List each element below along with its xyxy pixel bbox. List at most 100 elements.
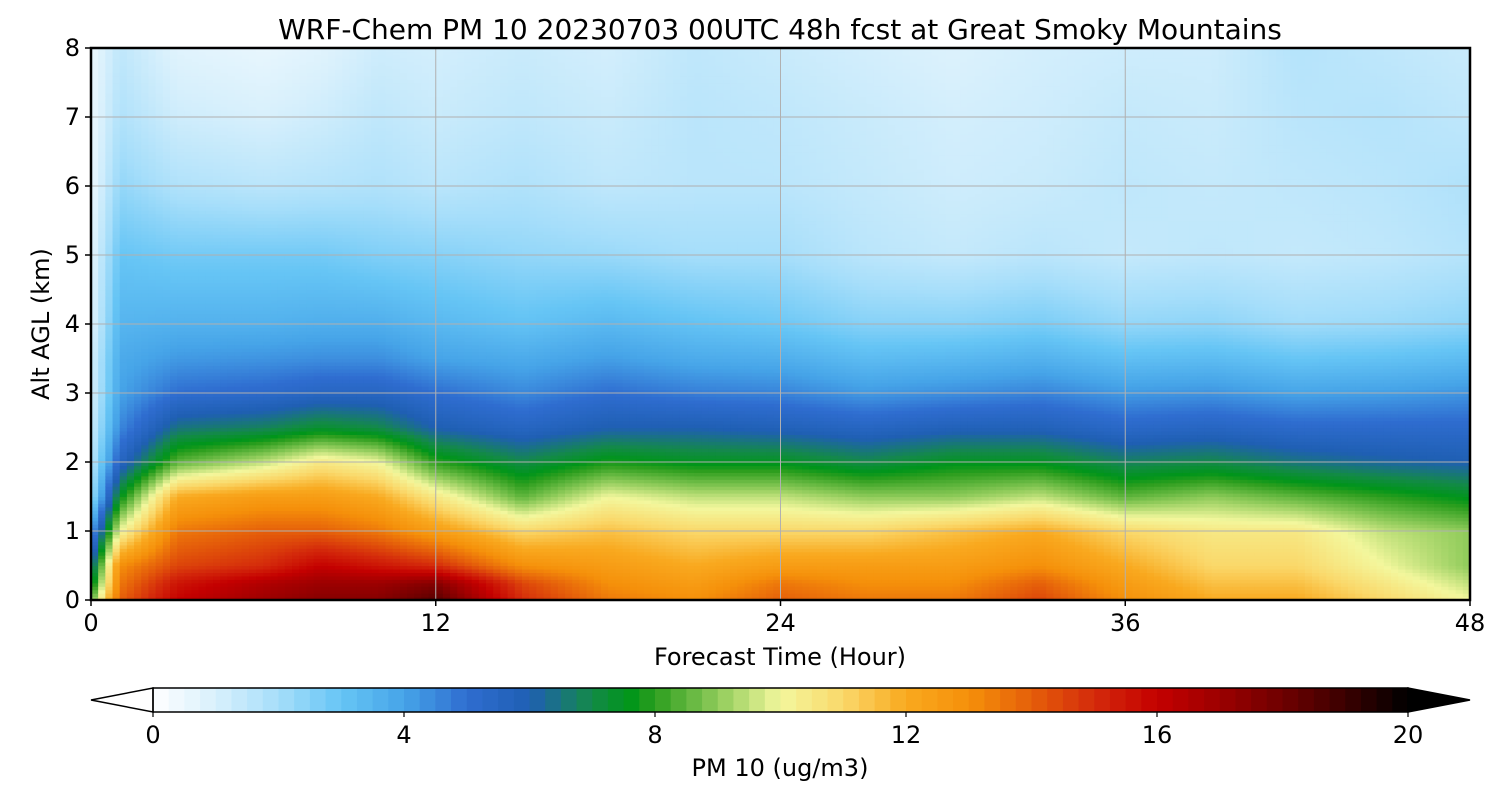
heatmap-cell bbox=[256, 210, 264, 215]
heatmap-cell bbox=[162, 565, 171, 570]
heatmap-cell bbox=[126, 337, 135, 342]
heatmap-cell bbox=[213, 448, 221, 453]
heatmap-cell bbox=[162, 386, 171, 391]
heatmap-cell bbox=[141, 568, 150, 573]
heatmap-cell bbox=[270, 427, 279, 432]
heatmap-cell bbox=[270, 261, 279, 266]
heatmap-cell bbox=[220, 441, 229, 446]
heatmap-cell bbox=[141, 168, 150, 173]
heatmap-cell bbox=[134, 196, 142, 201]
heatmap-cell bbox=[162, 151, 171, 156]
heatmap-cell bbox=[306, 520, 315, 525]
heatmap-cell bbox=[91, 406, 99, 411]
heatmap-cell bbox=[234, 562, 243, 567]
heatmap-cell bbox=[191, 289, 200, 294]
heatmap-cell bbox=[220, 158, 229, 163]
heatmap-cell bbox=[98, 134, 106, 139]
heatmap-cell bbox=[213, 148, 221, 153]
heatmap-cell bbox=[227, 441, 236, 446]
heatmap-cell bbox=[205, 406, 214, 411]
heatmap-cell bbox=[198, 206, 207, 211]
heatmap-cell bbox=[213, 99, 221, 104]
heatmap-cell bbox=[277, 372, 286, 377]
heatmap-cell bbox=[249, 99, 257, 104]
heatmap-cell bbox=[256, 92, 264, 97]
heatmap-cell bbox=[134, 551, 142, 556]
heatmap-cell bbox=[141, 482, 150, 487]
heatmap-cell bbox=[277, 227, 286, 232]
heatmap-cell bbox=[241, 462, 250, 467]
heatmap-cell bbox=[263, 462, 272, 467]
heatmap-cell bbox=[284, 334, 293, 339]
heatmap-cell bbox=[119, 517, 128, 522]
heatmap-cell bbox=[270, 351, 279, 356]
heatmap-cell bbox=[256, 344, 264, 349]
heatmap-cell bbox=[177, 82, 185, 87]
heatmap-cell bbox=[263, 110, 272, 115]
heatmap-cell bbox=[227, 82, 236, 87]
heatmap-cell bbox=[112, 430, 121, 435]
heatmap-cell bbox=[134, 68, 142, 73]
heatmap-cell bbox=[227, 189, 236, 194]
heatmap-cell bbox=[126, 368, 135, 373]
heatmap-cell bbox=[256, 406, 264, 411]
heatmap-cell bbox=[148, 534, 157, 539]
heatmap-cell bbox=[241, 199, 250, 204]
heatmap-cell bbox=[241, 334, 250, 339]
heatmap-cell bbox=[205, 227, 214, 232]
heatmap-cell bbox=[198, 437, 207, 442]
heatmap-cell bbox=[306, 289, 315, 294]
heatmap-cell bbox=[313, 575, 322, 580]
heatmap-cell bbox=[148, 206, 157, 211]
heatmap-cell bbox=[112, 148, 121, 153]
heatmap-cell bbox=[205, 303, 214, 308]
heatmap-cell bbox=[299, 68, 308, 73]
heatmap-cell bbox=[284, 172, 293, 177]
heatmap-cell bbox=[292, 548, 300, 553]
heatmap-cell bbox=[241, 455, 250, 460]
heatmap-cell bbox=[119, 141, 128, 146]
heatmap-cell bbox=[126, 251, 135, 256]
heatmap-cell bbox=[98, 79, 106, 84]
heatmap-cell bbox=[119, 527, 128, 532]
heatmap-cell bbox=[177, 506, 185, 511]
heatmap-cell bbox=[119, 513, 128, 518]
heatmap-cell bbox=[284, 489, 293, 494]
heatmap-cell bbox=[234, 334, 243, 339]
heatmap-cell bbox=[105, 437, 114, 442]
heatmap-cell bbox=[292, 168, 300, 173]
heatmap-cell bbox=[148, 475, 157, 480]
heatmap-cell bbox=[270, 579, 279, 584]
heatmap-cell bbox=[148, 468, 157, 473]
heatmap-cell bbox=[306, 513, 315, 518]
heatmap-cell bbox=[184, 137, 193, 142]
heatmap-cell bbox=[155, 151, 164, 156]
heatmap-cell bbox=[162, 468, 171, 473]
heatmap-cell bbox=[177, 327, 185, 332]
heatmap-cell bbox=[134, 330, 142, 335]
heatmap-cell bbox=[306, 113, 315, 118]
heatmap-cell bbox=[162, 54, 171, 59]
heatmap-cell bbox=[191, 303, 200, 308]
heatmap-cell bbox=[213, 406, 221, 411]
heatmap-cell bbox=[270, 330, 279, 335]
heatmap-cell bbox=[256, 520, 264, 525]
heatmap-cell bbox=[292, 482, 300, 487]
heatmap-cell bbox=[213, 472, 221, 477]
heatmap-cell bbox=[270, 213, 279, 218]
heatmap-cell bbox=[227, 317, 236, 322]
heatmap-cell bbox=[292, 79, 300, 84]
heatmap-cell bbox=[91, 434, 99, 439]
heatmap-cell bbox=[112, 475, 121, 480]
heatmap-cell bbox=[227, 168, 236, 173]
heatmap-cell bbox=[170, 303, 178, 308]
heatmap-cell bbox=[213, 486, 221, 491]
heatmap-cell bbox=[270, 534, 279, 539]
heatmap-cell bbox=[277, 427, 286, 432]
heatmap-cell bbox=[170, 524, 178, 529]
heatmap-cell bbox=[141, 486, 150, 491]
heatmap-cell bbox=[292, 555, 300, 560]
heatmap-cell bbox=[198, 575, 207, 580]
heatmap-cell bbox=[263, 396, 272, 401]
heatmap-cell bbox=[270, 96, 279, 101]
